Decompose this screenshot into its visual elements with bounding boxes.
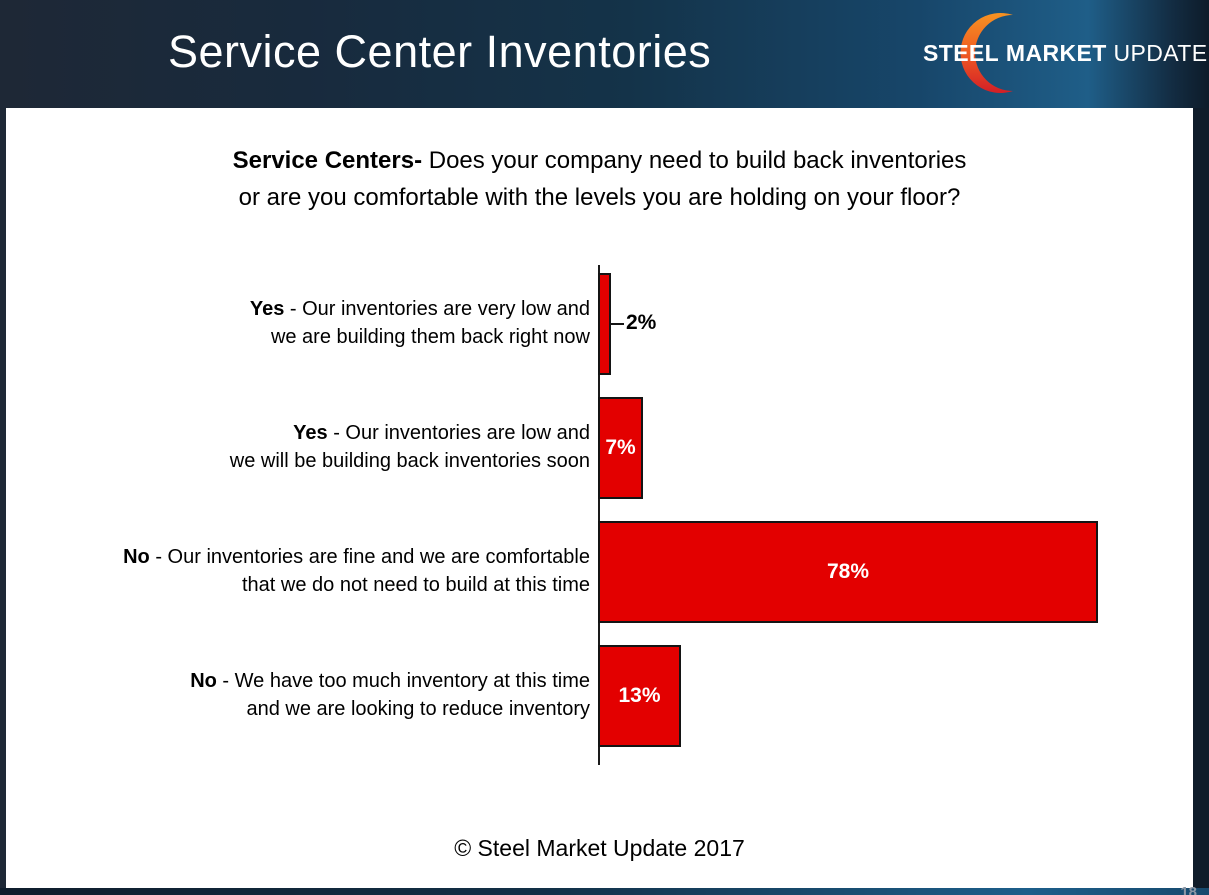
category-label: Yes - Our inventories are low and we wil… xyxy=(229,422,590,472)
data-label: 78% xyxy=(826,560,870,583)
question-line-1-text: Does your company need to build back inv… xyxy=(422,147,967,174)
data-label: 2% xyxy=(626,311,657,334)
category-label: No - Our inventories are fine and we are… xyxy=(123,546,590,596)
logo-word-steel: STEEL xyxy=(923,40,1000,66)
bar-segment: 13% xyxy=(598,645,681,747)
logo-word-market: MARKET xyxy=(1005,40,1107,66)
header-band: Service Center Inventories STEEL MARKET … xyxy=(0,0,1209,108)
bottom-band xyxy=(0,888,1209,895)
chart-question-title: Service Centers- Does your company need … xyxy=(6,142,1193,216)
page-number: 18 xyxy=(1180,884,1197,895)
logo-word-update: UPDATE xyxy=(1113,40,1208,66)
category-label: Yes - Our inventories are very low and w… xyxy=(249,298,590,348)
data-label: 13% xyxy=(618,684,661,707)
logo-wordmark: STEEL MARKET UPDATE xyxy=(923,40,1208,67)
y-axis-line xyxy=(598,265,600,765)
slide-body: Service Centers- Does your company need … xyxy=(6,108,1193,888)
bar-segment: 7% xyxy=(598,397,643,499)
slide-title: Service Center Inventories xyxy=(168,26,712,77)
steel-market-update-logo: STEEL MARKET UPDATE xyxy=(905,0,1207,108)
question-line-1: Service Centers- Does your company need … xyxy=(6,142,1193,179)
category-label: No - We have too much inventory at this … xyxy=(190,670,590,720)
crescent-moon-icon xyxy=(960,13,1013,94)
bar-segment: 78% xyxy=(598,521,1098,623)
question-bold-prefix: Service Centers- xyxy=(232,147,423,174)
data-label: 7% xyxy=(605,436,636,459)
copyright-notice: © Steel Market Update 2017 xyxy=(454,835,745,861)
data-label-leader-line xyxy=(610,323,624,325)
question-line-2: or are you comfortable with the levels y… xyxy=(238,184,961,211)
